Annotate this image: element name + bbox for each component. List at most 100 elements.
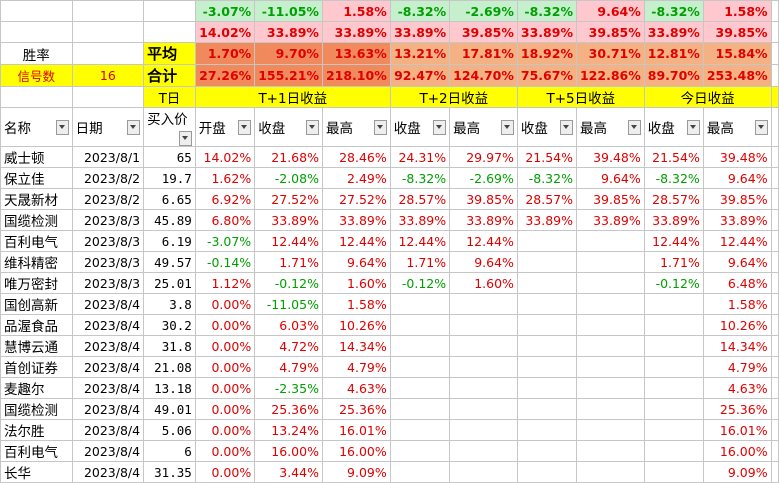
return-value[interactable] xyxy=(389,419,451,441)
return-value[interactable]: 1.60% xyxy=(321,272,391,294)
return-value[interactable]: 16.01% xyxy=(321,419,391,441)
column-header[interactable]: 日期 xyxy=(71,107,145,147)
summary-value[interactable]: -8.32% xyxy=(389,0,451,22)
return-value[interactable] xyxy=(516,419,577,441)
filter-dropdown-icon[interactable] xyxy=(127,120,141,135)
return-value[interactable]: 25.36% xyxy=(321,398,391,420)
blank-cell[interactable] xyxy=(770,356,779,378)
return-value[interactable]: -2.08% xyxy=(254,167,323,189)
return-value[interactable]: 1.58% xyxy=(321,293,391,315)
return-value[interactable]: 25.36% xyxy=(254,398,323,420)
buy-price[interactable]: 21.08 xyxy=(143,356,196,378)
stock-name[interactable]: 长华 xyxy=(0,461,73,483)
signal-count-label[interactable]: 信号数 xyxy=(0,64,73,87)
return-value[interactable] xyxy=(389,356,451,378)
return-value[interactable]: 16.00% xyxy=(702,440,772,462)
return-value[interactable] xyxy=(643,314,704,336)
return-value[interactable]: 39.85% xyxy=(449,188,518,210)
stock-name[interactable]: 保立佳 xyxy=(0,167,73,189)
return-value[interactable] xyxy=(516,251,577,273)
return-value[interactable]: 10.26% xyxy=(321,314,391,336)
return-value[interactable]: 9.09% xyxy=(321,461,391,483)
summary-value[interactable]: -3.07% xyxy=(194,0,256,22)
sum-label[interactable]: 合计 xyxy=(143,64,196,87)
return-value[interactable]: 6.48% xyxy=(702,272,772,294)
return-value[interactable] xyxy=(643,335,704,357)
return-value[interactable] xyxy=(516,335,577,357)
filter-dropdown-icon[interactable] xyxy=(627,120,641,135)
column-header[interactable]: 开盘 xyxy=(194,107,256,147)
return-value[interactable]: 12.44% xyxy=(254,230,323,252)
return-value[interactable] xyxy=(389,398,451,420)
buy-price[interactable]: 6.65 xyxy=(143,188,196,210)
stock-name[interactable]: 法尔胜 xyxy=(0,419,73,441)
return-value[interactable] xyxy=(575,356,645,378)
blank-cell[interactable] xyxy=(770,293,779,315)
buy-price[interactable]: 3.8 xyxy=(143,293,196,315)
date-cell[interactable]: 2023/8/4 xyxy=(71,293,145,315)
blank-cell[interactable] xyxy=(71,0,145,22)
return-value[interactable]: 33.89% xyxy=(643,209,704,231)
date-cell[interactable]: 2023/8/3 xyxy=(71,209,145,231)
return-value[interactable] xyxy=(575,230,645,252)
column-header[interactable]: 最高 xyxy=(321,107,391,147)
return-value[interactable]: 13.24% xyxy=(254,419,323,441)
blank-cell[interactable] xyxy=(770,377,779,399)
blank-cell[interactable] xyxy=(770,335,779,357)
return-value[interactable] xyxy=(449,356,518,378)
return-value[interactable]: 33.89% xyxy=(321,209,391,231)
return-value[interactable] xyxy=(575,398,645,420)
return-value[interactable]: 16.00% xyxy=(254,440,323,462)
return-value[interactable] xyxy=(643,377,704,399)
sum-value[interactable]: 155.21% xyxy=(254,64,323,87)
return-value[interactable]: 21.54% xyxy=(516,146,577,168)
return-value[interactable]: -0.12% xyxy=(389,272,451,294)
summary-value[interactable]: -2.69% xyxy=(449,0,518,22)
blank-cell[interactable] xyxy=(0,86,73,108)
date-cell[interactable]: 2023/8/4 xyxy=(71,377,145,399)
return-value[interactable]: 9.64% xyxy=(321,251,391,273)
date-cell[interactable]: 2023/8/4 xyxy=(71,335,145,357)
return-value[interactable] xyxy=(449,314,518,336)
return-value[interactable]: -0.12% xyxy=(643,272,704,294)
return-value[interactable] xyxy=(389,335,451,357)
return-value[interactable]: -8.32% xyxy=(516,167,577,189)
stock-name[interactable]: 百利电气 xyxy=(0,230,73,252)
return-value[interactable] xyxy=(575,335,645,357)
return-value[interactable]: 0.00% xyxy=(194,398,256,420)
return-value[interactable] xyxy=(516,293,577,315)
date-cell[interactable]: 2023/8/2 xyxy=(71,188,145,210)
blank-cell[interactable] xyxy=(770,419,779,441)
return-value[interactable]: 1.71% xyxy=(389,251,451,273)
win-rate-value[interactable]: 9.70% xyxy=(254,42,323,65)
date-cell[interactable]: 2023/8/2 xyxy=(71,167,145,189)
blank-cell[interactable] xyxy=(71,86,145,108)
stock-name[interactable]: 品渥食品 xyxy=(0,314,73,336)
return-value[interactable] xyxy=(449,293,518,315)
return-value[interactable]: 4.79% xyxy=(702,356,772,378)
return-value[interactable]: 9.64% xyxy=(575,167,645,189)
summary-value[interactable]: 39.85% xyxy=(449,21,518,43)
return-value[interactable] xyxy=(575,377,645,399)
return-value[interactable]: 1.60% xyxy=(449,272,518,294)
t-day-label[interactable]: T日 xyxy=(143,86,196,108)
return-value[interactable] xyxy=(516,356,577,378)
return-value[interactable] xyxy=(575,461,645,483)
return-value[interactable]: 12.44% xyxy=(321,230,391,252)
return-value[interactable] xyxy=(575,314,645,336)
buy-price[interactable]: 31.35 xyxy=(143,461,196,483)
win-rate-value[interactable]: 30.71% xyxy=(575,42,645,65)
return-value[interactable]: -3.07% xyxy=(194,230,256,252)
stock-name[interactable]: 麦趣尔 xyxy=(0,377,73,399)
return-value[interactable] xyxy=(516,440,577,462)
return-value[interactable] xyxy=(643,293,704,315)
return-value[interactable] xyxy=(643,356,704,378)
date-cell[interactable]: 2023/8/4 xyxy=(71,440,145,462)
return-value[interactable]: 0.00% xyxy=(194,419,256,441)
return-value[interactable]: 28.57% xyxy=(389,188,451,210)
buy-price[interactable]: 31.8 xyxy=(143,335,196,357)
return-value[interactable] xyxy=(389,440,451,462)
return-value[interactable]: 21.68% xyxy=(254,146,323,168)
stock-name[interactable]: 维科精密 xyxy=(0,251,73,273)
return-value[interactable]: 14.34% xyxy=(702,335,772,357)
